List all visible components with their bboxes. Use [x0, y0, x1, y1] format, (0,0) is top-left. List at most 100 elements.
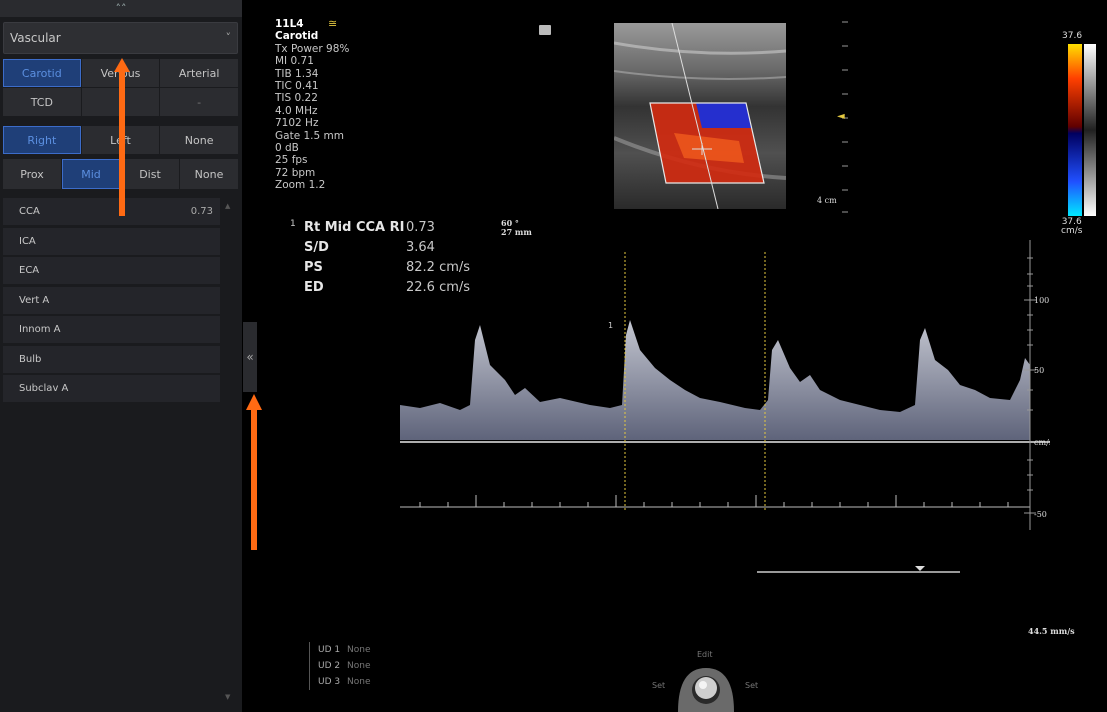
expand-panel-button[interactable]: «	[243, 322, 257, 392]
vessel-button-tcd[interactable]: TCD	[3, 88, 81, 116]
ud-row[interactable]: UD 2 None	[318, 658, 370, 674]
camera-icon[interactable]	[539, 25, 551, 35]
readout-value: 82.2 cm/s	[406, 260, 471, 275]
param-line: 4.0 MHz	[275, 104, 318, 117]
readout-row: PS 82.2 cm/s	[288, 260, 508, 280]
velocity-label-neg50: -50	[1034, 510, 1047, 519]
segment-button-mid[interactable]: Mid	[62, 159, 120, 189]
vessel-button-arterial[interactable]: Arterial	[160, 59, 238, 87]
slider-handle-icon	[915, 566, 925, 571]
readout-row: 1 Rt Mid CCA RI 0.73	[288, 219, 508, 240]
readout-value: 0.73	[406, 220, 435, 235]
color-velocity-bar	[1068, 44, 1096, 216]
depth-label: 4 cm	[817, 196, 837, 205]
doppler-cursor-line	[671, 23, 719, 209]
acquisition-parameters: 11L4 Carotid Tx Power 98% MI 0.71 TIB 1.…	[275, 18, 349, 192]
chevron-up-icon: ˄˄	[115, 2, 127, 15]
measurement-label: CCA	[19, 206, 40, 217]
readout-row: S/D 3.64	[288, 240, 508, 260]
spectral-waveform	[400, 320, 1030, 440]
measurement-item-vert-a[interactable]: Vert A	[3, 286, 220, 315]
caliper-index: 1	[608, 321, 613, 330]
velocity-label-100: 100	[1034, 296, 1049, 305]
param-line: 25 fps	[275, 154, 308, 167]
readout-label: Rt Mid CCA RI	[304, 220, 405, 235]
param-line: TIS 0.22	[275, 92, 318, 105]
baseline-slider[interactable]	[757, 566, 960, 576]
color-doppler-image	[614, 23, 786, 209]
ud-value: None	[347, 645, 371, 655]
sweep-speed: 44.5 mm/s	[1028, 626, 1075, 636]
vessel-button-carotid[interactable]: Carotid	[3, 59, 81, 87]
color-box-fill-blue	[696, 103, 752, 128]
depth-scale	[842, 21, 848, 213]
scroll-down-icon: ▼	[225, 693, 231, 701]
param-line: Zoom 1.2	[275, 179, 326, 192]
readout-label: ED	[304, 280, 324, 295]
segment-button-dist[interactable]: Dist	[121, 159, 179, 189]
param-line: TIB 1.34	[275, 67, 319, 80]
measurement-label: Subclav A	[19, 383, 69, 394]
velocity-label-50: 50	[1034, 366, 1044, 375]
scroll-up-icon: ▲	[225, 202, 231, 210]
measurement-list-scrollbar[interactable]: ▲ ▼	[224, 198, 234, 703]
readout-label: S/D	[304, 240, 329, 255]
readout-value: 22.6 cm/s	[406, 280, 471, 295]
color-scale-bottom-value: 37.6	[1061, 217, 1082, 227]
param-line: 0 dB	[275, 142, 299, 155]
freeze-icon: ≅	[328, 17, 338, 30]
ud-row[interactable]: UD 1 None	[318, 642, 370, 658]
trackball-icon[interactable]	[672, 664, 740, 712]
measurement-item-ica[interactable]: ICA	[3, 227, 220, 256]
annotation-arrow-up-icon	[114, 58, 130, 216]
readout-index: 1	[290, 219, 296, 229]
gate-depth-value: 27 mm	[501, 227, 532, 237]
measurement-label: Bulb	[19, 353, 42, 365]
trackball-set-right-label: Set	[745, 681, 759, 690]
color-scale-top-value: 37.6	[1062, 31, 1083, 41]
annotation-arrow-up-icon	[246, 394, 262, 550]
segment-button-prox[interactable]: Prox	[3, 159, 61, 189]
collapse-panel-button[interactable]: ˄˄	[0, 0, 242, 17]
measurement-item-innom-a[interactable]: Innom A	[3, 316, 220, 344]
trackball-set-left-label: Set	[652, 681, 666, 690]
segment-button-none[interactable]: None	[180, 159, 238, 189]
user-defined-list: UD 1 None UD 2 None UD 3 None	[309, 642, 370, 690]
ud-row[interactable]: UD 3 None	[318, 674, 370, 690]
color-scale-unit: cm/s	[1061, 226, 1083, 236]
measurement-item-bulb[interactable]: Bulb	[3, 345, 220, 374]
trackball-edit-label: Edit	[697, 650, 713, 659]
measurement-item-subclav-a[interactable]: Subclav A	[3, 375, 220, 403]
velocity-unit-label: cm/s	[1034, 438, 1050, 447]
measurement-readout: 1 Rt Mid CCA RI 0.73 S/D 3.64 PS 82.2 cm…	[288, 219, 508, 300]
param-line: Tx Power 98%	[275, 42, 350, 55]
measurement-label: ICA	[19, 235, 36, 247]
ud-value: None	[347, 677, 371, 687]
measurement-value: 0.73	[190, 206, 213, 217]
application-select-value: Vascular	[10, 31, 61, 45]
measurement-item-cca[interactable]: CCA 0.73	[3, 198, 220, 226]
side-button-none[interactable]: None	[160, 126, 238, 154]
probe-name: 11L4	[275, 18, 304, 30]
measurement-list: CCA 0.73 ICA ECA Vert A Innom A Bulb Sub…	[3, 198, 220, 405]
param-line: 7102 Hz	[275, 117, 319, 130]
angle-readout: 60 ° 27 mm	[501, 219, 532, 237]
param-line: 72 bpm	[275, 166, 316, 179]
application-select[interactable]: Vascular ˅	[3, 22, 238, 54]
preset-name: Carotid	[275, 30, 319, 43]
param-line: MI 0.71	[275, 55, 314, 68]
ud-key: UD 1	[318, 645, 341, 655]
ud-key: UD 3	[318, 677, 341, 687]
chevron-down-icon: ˅	[225, 31, 232, 44]
measurement-label: Vert A	[19, 294, 50, 306]
color-scale-bottom: 37.6 cm/s	[1061, 218, 1082, 236]
vessel-button-dash[interactable]: -	[160, 88, 238, 116]
measurement-label: Innom A	[19, 324, 61, 335]
readout-label: PS	[304, 260, 323, 275]
ud-key: UD 2	[318, 661, 341, 671]
color-box-outline	[649, 102, 765, 184]
side-button-right[interactable]: Right	[3, 126, 81, 154]
measurement-item-eca[interactable]: ECA	[3, 257, 220, 285]
param-line: TIC 0.41	[275, 80, 319, 93]
param-line: Gate 1.5 mm	[275, 129, 344, 142]
